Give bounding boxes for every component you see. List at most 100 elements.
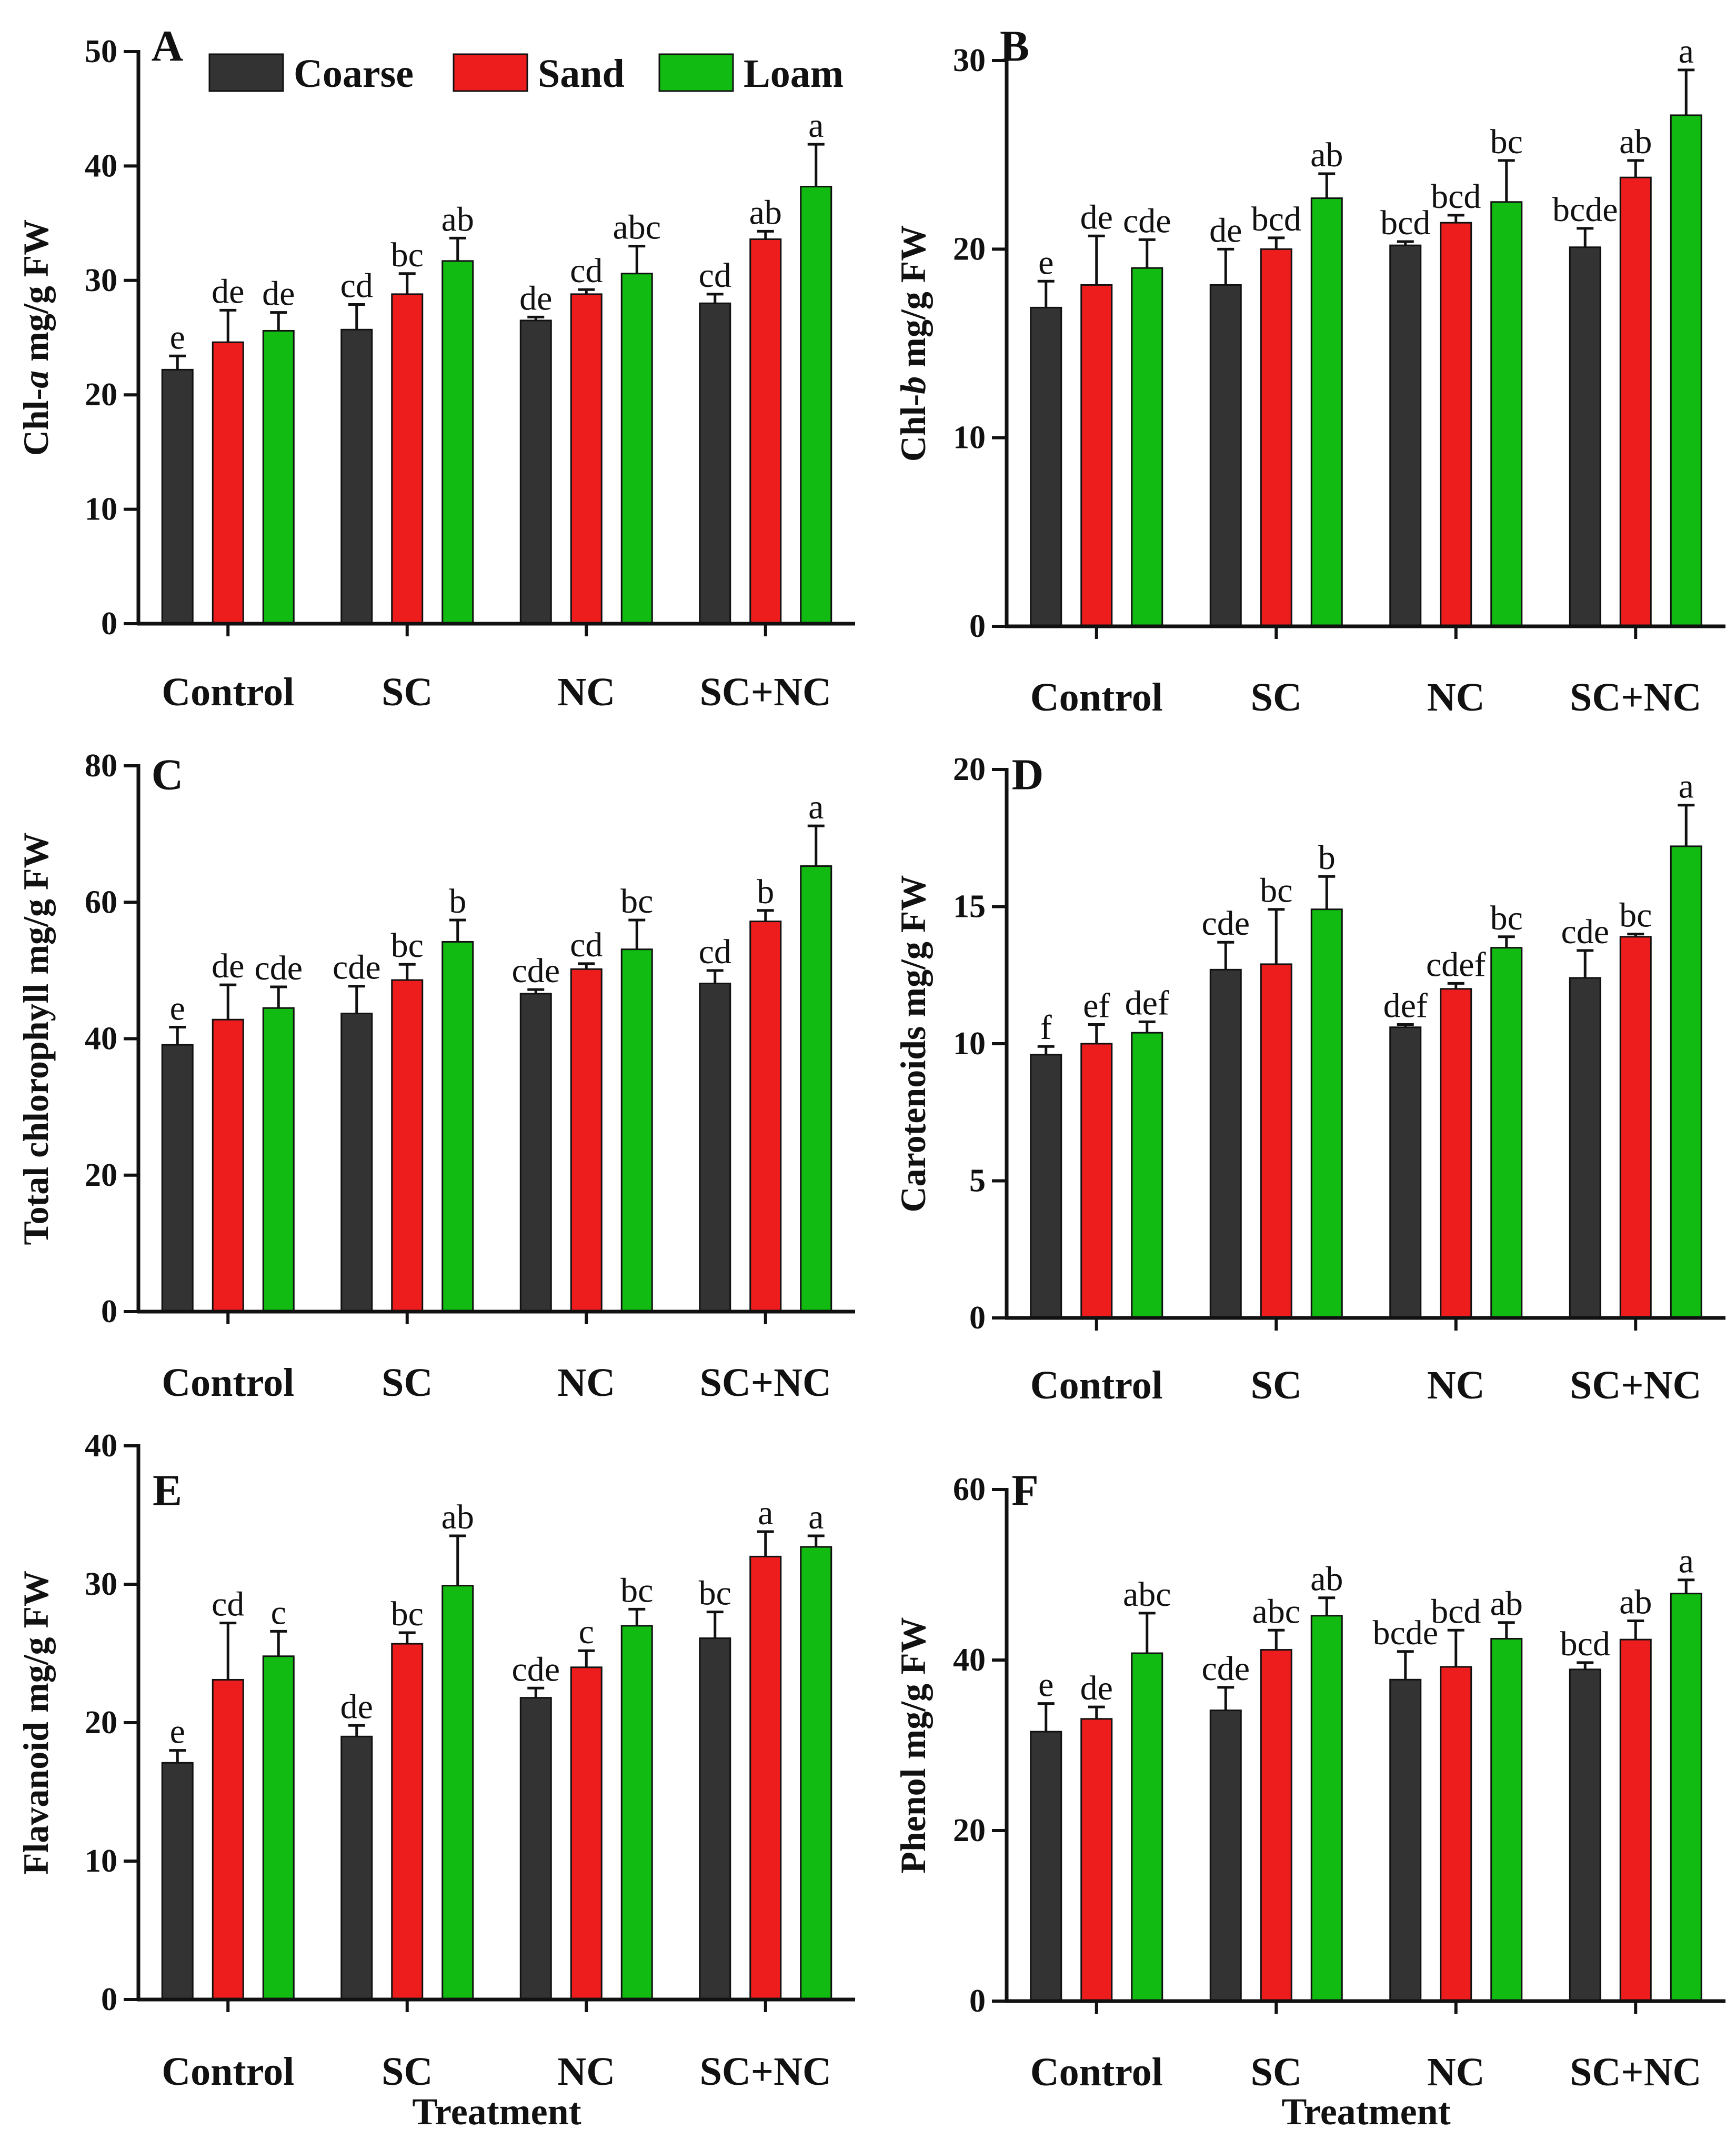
x-tick-label: NC xyxy=(1427,2050,1485,2094)
bar-sand-sc-nc xyxy=(1619,176,1652,627)
significance-letter: ab xyxy=(749,193,782,232)
bar-sand-sc xyxy=(391,293,424,625)
significance-letter: c xyxy=(271,1593,286,1632)
bar-loam-sc-nc xyxy=(800,1546,832,2001)
x-tick-label: NC xyxy=(1427,1363,1485,1407)
bar-sand-control xyxy=(212,1018,244,1313)
x-tick-label: NC xyxy=(557,670,615,714)
x-tick-label: SC+NC xyxy=(1570,675,1701,719)
y-axis-label-part: Phenol mg/g FW xyxy=(893,1617,933,1873)
bar-coarse-nc xyxy=(1389,1678,1422,2002)
bar-sand-sc-nc xyxy=(749,921,782,1313)
y-tick-label: 20 xyxy=(953,231,986,267)
bar-coarse-sc-nc xyxy=(1569,246,1601,627)
bar-coarse-sc-nc xyxy=(699,983,731,1313)
bar-coarse-control xyxy=(161,1762,194,2001)
bar-sand-sc xyxy=(1260,1649,1292,2002)
bar-loam-nc xyxy=(1490,947,1523,1319)
x-tick-label: SC xyxy=(1251,675,1302,719)
bar-loam-control xyxy=(1131,1032,1163,1319)
x-tick-label: Control xyxy=(1030,675,1163,719)
significance-letter: bcd xyxy=(1560,1625,1610,1663)
significance-letter: cd xyxy=(699,256,731,295)
y-axis-label: Carotenoids mg/g FW xyxy=(893,875,933,1213)
significance-letter: a xyxy=(808,1498,824,1536)
y-tick-label: 40 xyxy=(85,1021,117,1057)
y-axis-label-part: Total chlorophyll mg/g FW xyxy=(16,833,56,1245)
bar-sand-sc-nc xyxy=(749,1555,782,2001)
significance-letter: ab xyxy=(1619,123,1652,161)
significance-letter: de xyxy=(1209,211,1242,249)
bar-sand-nc xyxy=(1440,988,1472,1319)
significance-letter: abc xyxy=(1252,1592,1300,1631)
significance-letter: a xyxy=(808,788,824,826)
x-tick-label: SC xyxy=(382,670,433,714)
significance-letter: def xyxy=(1383,987,1428,1025)
significance-letter: de xyxy=(262,275,295,313)
bar-coarse-nc xyxy=(1389,244,1422,627)
significance-letter: de xyxy=(1080,1669,1113,1707)
significance-letter: cde xyxy=(511,952,560,990)
y-tick-label: 0 xyxy=(101,1982,117,2017)
x-tick-label: NC xyxy=(1427,675,1485,719)
y-axis-label: Chl-b mg/g FW xyxy=(893,225,933,462)
bar-sand-nc xyxy=(570,1666,603,2001)
significance-letter: de xyxy=(519,279,552,317)
x-axis-label: Treatment xyxy=(412,2091,581,2126)
significance-letter: a xyxy=(758,1494,773,1532)
x-tick-label: NC xyxy=(557,2050,615,2094)
significance-letter: bc xyxy=(1619,896,1652,935)
panel-letter: F xyxy=(1011,1466,1038,1515)
bar-coarse-control xyxy=(1030,1731,1062,2002)
bar-sand-control xyxy=(212,1678,244,2001)
y-tick-label: 0 xyxy=(969,1983,986,2019)
bar-loam-control xyxy=(262,329,295,625)
bar-sand-control xyxy=(1080,1718,1113,2002)
significance-letter: de xyxy=(212,272,244,311)
significance-letter: cd xyxy=(570,926,603,964)
bar-coarse-nc xyxy=(519,1697,552,2001)
bar-loam-sc xyxy=(1310,908,1343,1319)
bar-loam-sc xyxy=(441,941,474,1313)
significance-letter: abc xyxy=(1123,1575,1171,1614)
bar-coarse-sc xyxy=(340,1735,373,2001)
x-tick-label: Control xyxy=(162,670,294,714)
y-tick-label: 0 xyxy=(101,1294,117,1330)
x-tick-label: SC xyxy=(1251,1363,1302,1407)
bar-coarse-control xyxy=(161,368,194,625)
bar-coarse-sc xyxy=(340,1013,373,1313)
significance-letter: cd xyxy=(699,933,731,971)
significance-letter: bcde xyxy=(1372,1614,1438,1652)
bar-coarse-sc-nc xyxy=(699,302,731,625)
significance-letter: ab xyxy=(1490,1585,1523,1623)
x-tick-label: Control xyxy=(1030,2050,1163,2094)
significance-letter: de xyxy=(340,1687,373,1726)
significance-letter: ab xyxy=(1619,1583,1652,1621)
y-tick-label: 0 xyxy=(969,1300,986,1336)
significance-letter: bc xyxy=(1260,872,1292,910)
y-tick-label: 60 xyxy=(85,884,117,920)
y-tick-label: 5 xyxy=(969,1163,986,1199)
legend-label-coarse: Coarse xyxy=(294,52,414,96)
significance-letter: bc xyxy=(391,1595,424,1633)
significance-letter: cd xyxy=(212,1585,244,1624)
significance-letter: bc xyxy=(1490,123,1523,161)
bar-sand-sc xyxy=(391,1643,424,2001)
bar-loam-sc-nc xyxy=(1670,1593,1702,2002)
significance-letter: bcd xyxy=(1251,200,1301,238)
significance-letter: e xyxy=(1038,243,1053,282)
bar-sand-nc xyxy=(570,968,603,1313)
panel-letter: E xyxy=(153,1466,182,1515)
bar-loam-nc xyxy=(1490,1638,1523,2002)
panel-letter: B xyxy=(1000,22,1029,71)
significance-letter: cde xyxy=(1561,913,1609,951)
significance-letter: e xyxy=(170,1713,185,1751)
significance-letter: bc xyxy=(699,1574,731,1613)
significance-letter: ef xyxy=(1083,987,1110,1025)
y-tick-label: 40 xyxy=(85,148,117,184)
significance-letter: de xyxy=(1080,198,1113,236)
significance-letter: b xyxy=(1318,838,1336,877)
x-tick-label: Control xyxy=(162,1361,294,1405)
